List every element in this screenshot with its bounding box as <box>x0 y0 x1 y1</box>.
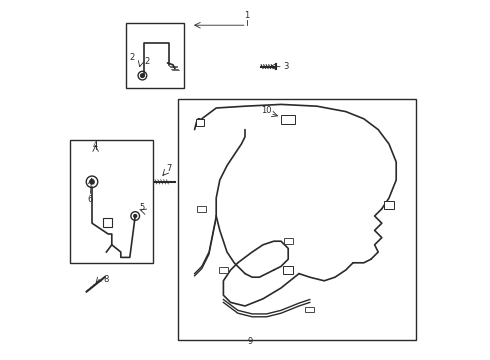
Circle shape <box>141 74 144 77</box>
Bar <box>219 267 228 273</box>
Text: 4: 4 <box>93 141 98 150</box>
FancyBboxPatch shape <box>384 201 394 209</box>
Bar <box>126 23 184 88</box>
Circle shape <box>90 180 94 184</box>
Text: 9: 9 <box>248 337 253 346</box>
Text: 8: 8 <box>104 275 109 284</box>
Circle shape <box>134 215 137 217</box>
Text: 7: 7 <box>167 164 172 173</box>
Text: 2: 2 <box>145 57 150 66</box>
Bar <box>178 99 416 340</box>
Bar <box>281 115 295 124</box>
Bar <box>103 218 112 227</box>
Text: 5: 5 <box>140 202 145 211</box>
Bar <box>71 140 153 263</box>
Text: 2: 2 <box>129 53 134 62</box>
Bar <box>305 307 314 312</box>
Text: 1: 1 <box>244 11 249 20</box>
Text: 6: 6 <box>88 195 93 204</box>
Text: 10: 10 <box>261 107 271 116</box>
Text: 3: 3 <box>284 62 289 71</box>
FancyBboxPatch shape <box>196 119 204 126</box>
Bar <box>197 206 206 212</box>
FancyBboxPatch shape <box>283 266 294 274</box>
Bar <box>284 238 293 244</box>
